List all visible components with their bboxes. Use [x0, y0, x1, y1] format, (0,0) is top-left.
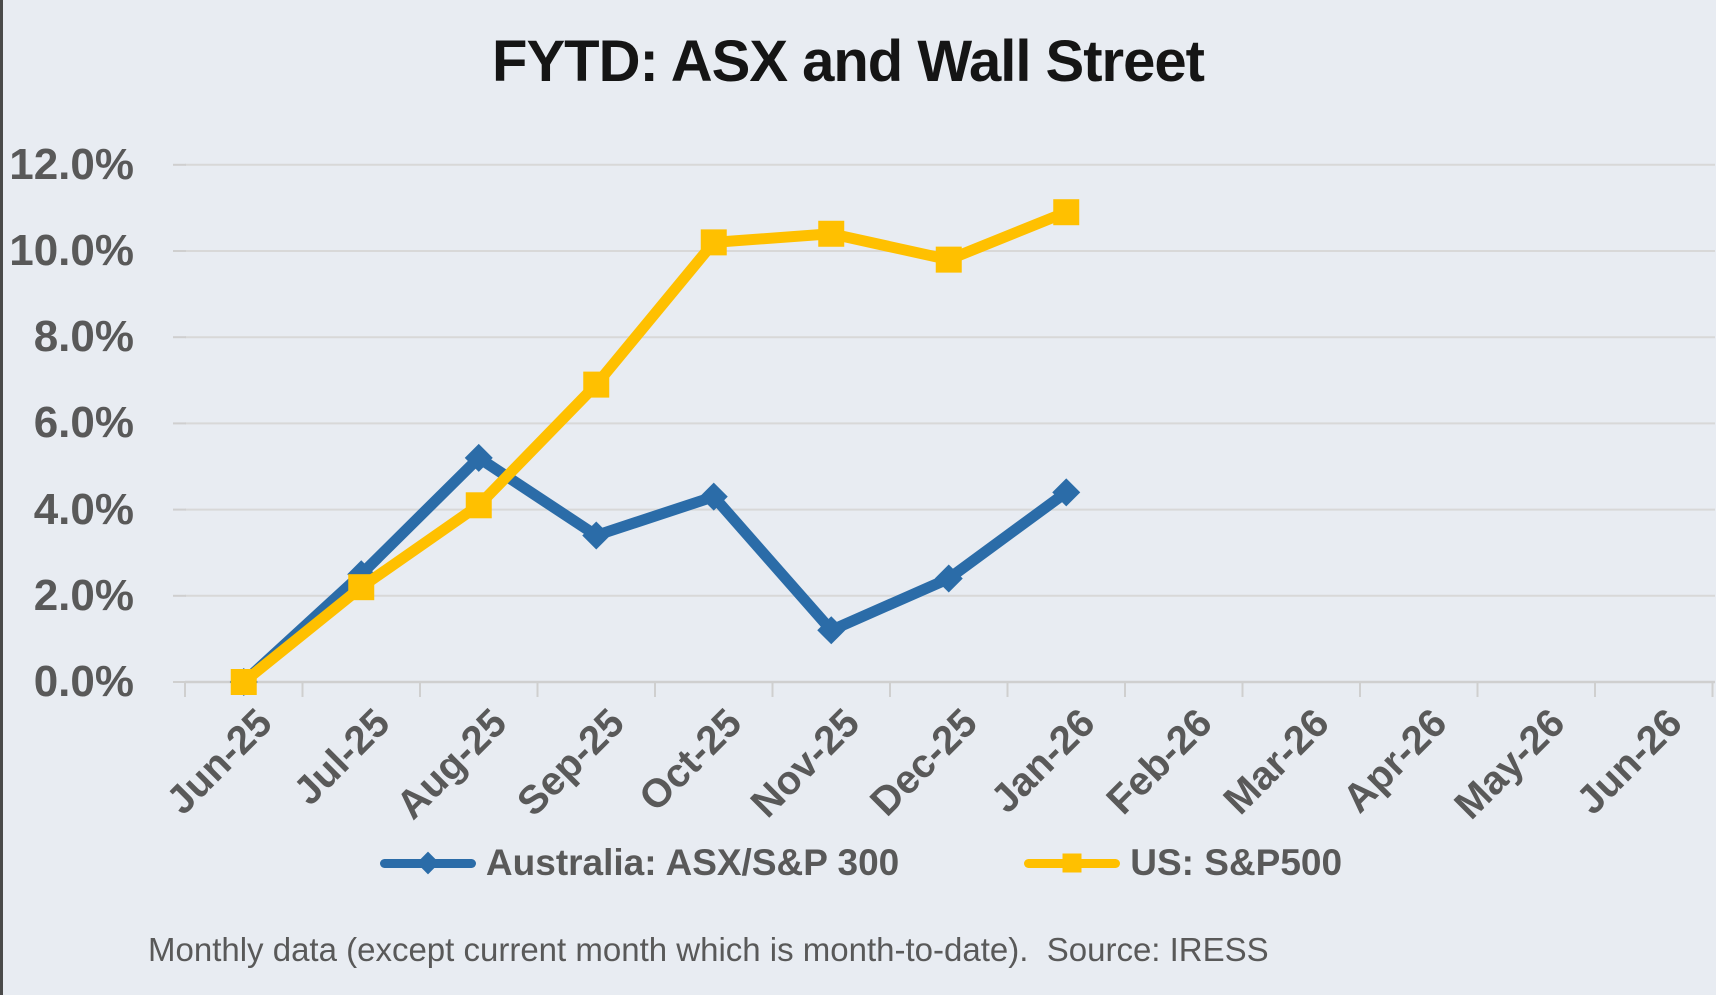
y-axis-label: 2.0%	[33, 570, 134, 620]
y-axis-label: 12.0%	[9, 139, 134, 189]
marker-square	[818, 220, 845, 247]
legend-item-us: US: S&P500	[1024, 843, 1342, 883]
series-line-us	[238, 206, 1072, 688]
y-axis-label: 4.0%	[33, 484, 134, 534]
marker-diamond	[699, 482, 728, 511]
marker-square	[230, 669, 257, 695]
y-axis-label: 6.0%	[33, 398, 134, 448]
marker-diamond	[582, 521, 611, 550]
y-axis-label: 10.0%	[9, 226, 134, 275]
legend: Australia: ASX/S&P 300 US: S&P500	[3, 843, 1716, 883]
marker-square	[465, 492, 492, 519]
y-axis-label: 0.0%	[33, 657, 134, 706]
marker-diamond	[464, 443, 493, 472]
marker-square	[583, 371, 610, 398]
marker-diamond	[934, 564, 963, 593]
marker-square	[935, 246, 962, 273]
line-square-marker-icon	[1024, 852, 1121, 874]
chart-title: FYTD: ASX and Wall Street	[492, 29, 1205, 94]
marker-square	[1053, 199, 1080, 226]
line-diamond-marker-icon	[379, 851, 476, 875]
marker-square	[700, 229, 727, 256]
plot-area	[173, 163, 1715, 697]
legend-label: US: S&P500	[1130, 842, 1343, 883]
footnote: Monthly data (except current month which…	[148, 931, 1269, 968]
marker-diamond	[1052, 478, 1081, 507]
marker-square	[348, 574, 375, 601]
marker-diamond	[817, 616, 846, 645]
legend-item-australia: Australia: ASX/S&P 300	[379, 842, 900, 883]
y-axis-label: 8.0%	[33, 312, 134, 362]
legend-label: Australia: ASX/S&P 300	[485, 842, 900, 883]
series-line-australia	[238, 452, 1072, 688]
